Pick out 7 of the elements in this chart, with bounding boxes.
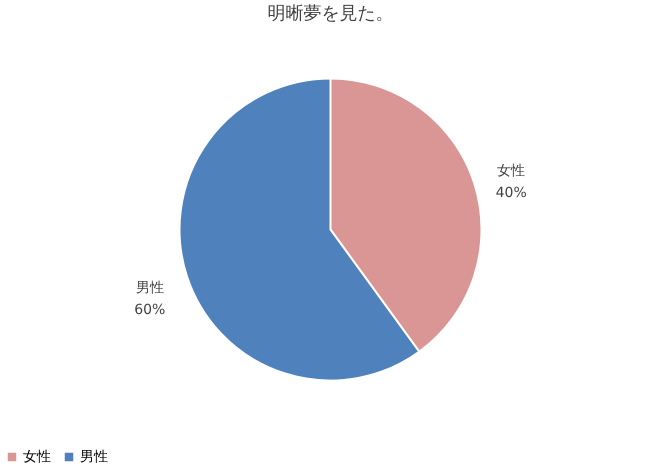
- slice-label: 男性: [136, 280, 164, 296]
- chart-title: 明晰夢を見た。: [268, 3, 394, 24]
- data-label: 60%: [134, 302, 166, 318]
- legend-label: 女性: [23, 449, 51, 465]
- data-label: 40%: [496, 184, 527, 201]
- legend-label: 男性: [80, 449, 108, 465]
- slice-label: 女性: [497, 162, 526, 179]
